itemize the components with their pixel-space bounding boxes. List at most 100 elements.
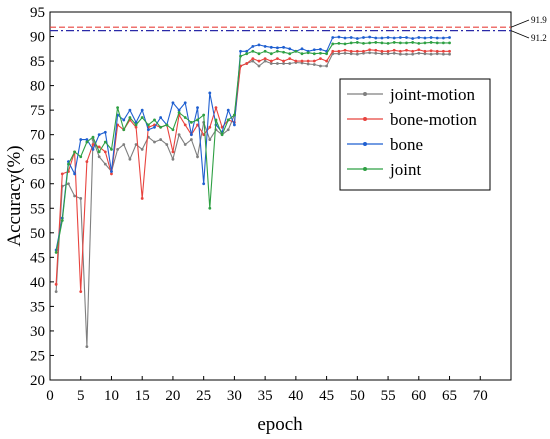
data-point-bone bbox=[355, 37, 359, 40]
data-point-joint bbox=[85, 140, 89, 144]
data-point-bone bbox=[91, 147, 95, 151]
data-point-bone-motion bbox=[208, 125, 212, 129]
data-point-joint-motion bbox=[208, 138, 212, 141]
data-point-bone bbox=[177, 108, 181, 112]
data-point-joint bbox=[417, 42, 421, 45]
y-tick-label: 75 bbox=[30, 103, 45, 119]
x-tick-label: 5 bbox=[77, 388, 85, 404]
data-point-joint bbox=[405, 41, 408, 45]
data-point-joint-motion bbox=[343, 51, 347, 55]
data-point-bone-motion bbox=[196, 123, 199, 127]
data-point-joint bbox=[103, 140, 107, 144]
data-point-bone-motion bbox=[134, 125, 138, 129]
data-point-joint-motion bbox=[312, 63, 316, 66]
data-point-bone bbox=[343, 36, 347, 40]
data-point-joint bbox=[91, 135, 95, 139]
data-point-bone-motion bbox=[423, 49, 427, 53]
data-point-joint bbox=[54, 251, 58, 254]
data-point-bone-motion bbox=[85, 160, 89, 164]
data-point-joint-motion bbox=[85, 345, 89, 349]
data-point-bone-motion bbox=[282, 59, 285, 63]
y-tick-label: 90 bbox=[30, 30, 45, 46]
data-point-bone-motion bbox=[429, 49, 433, 53]
data-point-bone bbox=[257, 43, 261, 47]
data-point-joint-motion bbox=[337, 52, 341, 56]
x-tick-label: 20 bbox=[165, 388, 180, 404]
data-point-joint-motion bbox=[54, 290, 58, 294]
x-tick-label: 45 bbox=[319, 388, 334, 404]
data-point-bone bbox=[282, 45, 285, 49]
y-tick-label: 85 bbox=[30, 54, 45, 70]
data-point-joint-motion bbox=[171, 157, 175, 161]
data-point-joint-motion bbox=[189, 138, 193, 141]
data-point-joint bbox=[355, 41, 359, 44]
data-point-joint bbox=[202, 113, 206, 117]
data-point-joint bbox=[251, 49, 255, 53]
data-point-bone-motion bbox=[103, 150, 107, 154]
data-point-joint bbox=[146, 123, 150, 127]
plot-frame bbox=[49, 11, 512, 381]
data-point-bone bbox=[233, 123, 236, 127]
data-point-bone-motion bbox=[79, 290, 83, 294]
data-point-joint-motion bbox=[288, 62, 292, 65]
data-point-bone-motion bbox=[448, 49, 451, 53]
data-point-joint bbox=[67, 162, 70, 166]
x-tick-label: 30 bbox=[227, 388, 242, 404]
y-tick-label: 40 bbox=[30, 275, 45, 291]
data-point-joint-motion bbox=[159, 138, 163, 141]
data-point-joint bbox=[325, 52, 328, 56]
data-point-bone bbox=[362, 36, 365, 39]
data-point-joint-motion bbox=[405, 52, 408, 56]
data-point-bone bbox=[73, 172, 76, 176]
data-point-bone-motion bbox=[214, 106, 218, 110]
data-point-joint-motion bbox=[73, 194, 76, 198]
data-point-bone bbox=[288, 47, 292, 51]
data-point-joint bbox=[331, 42, 335, 46]
y-tick-label: 60 bbox=[30, 177, 45, 193]
legend-label: bone-motion bbox=[390, 110, 477, 129]
data-point-joint-motion bbox=[411, 52, 415, 56]
data-point-bone-motion bbox=[405, 48, 408, 52]
x-tick-label: 35 bbox=[258, 388, 273, 404]
data-point-joint bbox=[380, 41, 384, 45]
data-point-bone-motion bbox=[294, 59, 298, 63]
data-point-joint-motion bbox=[441, 52, 445, 56]
data-point-joint-motion bbox=[386, 52, 390, 56]
data-point-bone-motion bbox=[202, 133, 206, 137]
data-point-bone-motion bbox=[441, 49, 445, 53]
data-point-bone-motion bbox=[288, 57, 292, 61]
data-point-joint-motion bbox=[183, 143, 187, 146]
data-point-bone bbox=[276, 46, 279, 50]
x-tick-label: 50 bbox=[350, 388, 365, 404]
data-point-bone bbox=[269, 45, 273, 49]
data-point-bone-motion bbox=[417, 48, 421, 52]
data-point-joint-motion bbox=[362, 51, 365, 55]
legend-marker bbox=[363, 167, 367, 171]
data-point-joint bbox=[177, 111, 181, 114]
data-point-bone bbox=[140, 108, 144, 112]
legend-marker bbox=[363, 117, 367, 121]
legend-label: bone bbox=[390, 135, 423, 154]
data-point-bone bbox=[226, 108, 230, 112]
data-point-joint bbox=[349, 41, 353, 45]
y-tick-label: 50 bbox=[30, 226, 45, 242]
data-point-joint bbox=[263, 49, 267, 53]
data-point-bone bbox=[128, 108, 132, 112]
x-tick-label: 10 bbox=[104, 388, 119, 404]
data-point-bone-motion bbox=[140, 197, 144, 200]
data-point-bone bbox=[398, 36, 402, 39]
data-point-joint bbox=[128, 116, 132, 119]
data-point-joint bbox=[294, 49, 298, 53]
data-point-joint bbox=[269, 52, 273, 56]
data-point-bone-motion bbox=[374, 48, 378, 52]
data-point-joint bbox=[171, 128, 175, 132]
reference-leader bbox=[510, 30, 530, 39]
data-point-joint bbox=[116, 106, 120, 110]
data-point-joint bbox=[441, 41, 445, 45]
data-point-joint bbox=[79, 155, 83, 159]
data-point-bone-motion bbox=[183, 123, 187, 127]
data-point-joint bbox=[343, 42, 347, 46]
reference-lines: 91.9 91.2 bbox=[50, 15, 547, 43]
data-point-joint bbox=[374, 41, 378, 44]
